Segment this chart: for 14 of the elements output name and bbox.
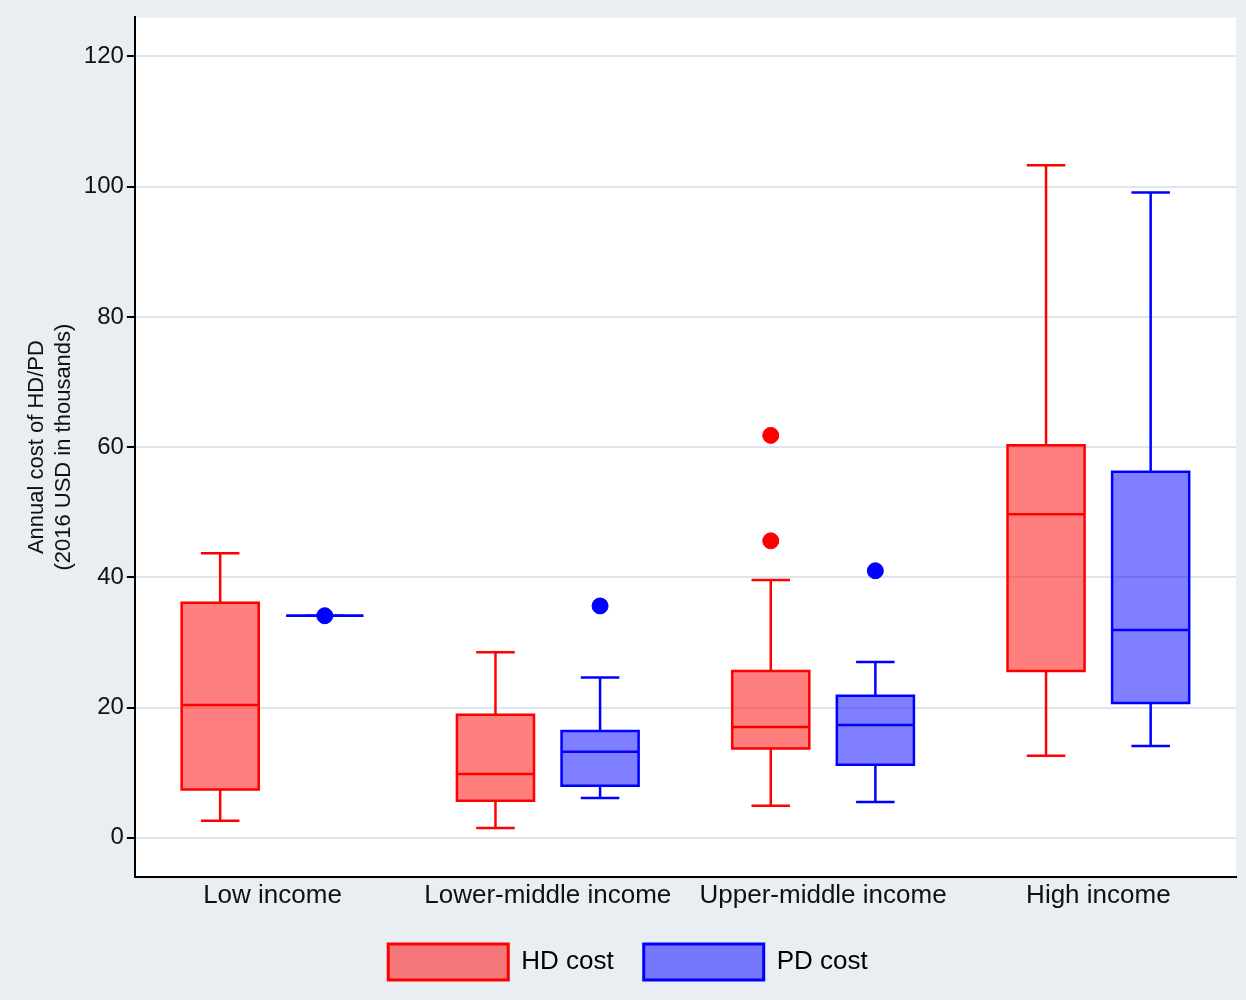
y-axis-title: Annual cost of HD/PD (2016 USD in thousands) <box>23 323 75 571</box>
x-tick-label: Lower-middle income <box>424 878 672 909</box>
y-tick-label: 60 <box>97 431 124 459</box>
legend-label: HD cost <box>521 945 615 976</box>
y-tick-label: 20 <box>97 692 124 720</box>
y-tick-label: 0 <box>110 822 124 850</box>
y-tick-label: 100 <box>83 171 124 199</box>
legend-label: PD cost <box>776 945 869 976</box>
x-tick-label: Low income <box>203 878 342 909</box>
y-tick-label: 80 <box>97 301 124 329</box>
x-tick-label: Upper-middle income <box>699 878 947 909</box>
y-tick-label: 40 <box>97 561 124 589</box>
x-tick-label: High income <box>1026 878 1171 909</box>
y-tick-label: 120 <box>83 41 124 69</box>
